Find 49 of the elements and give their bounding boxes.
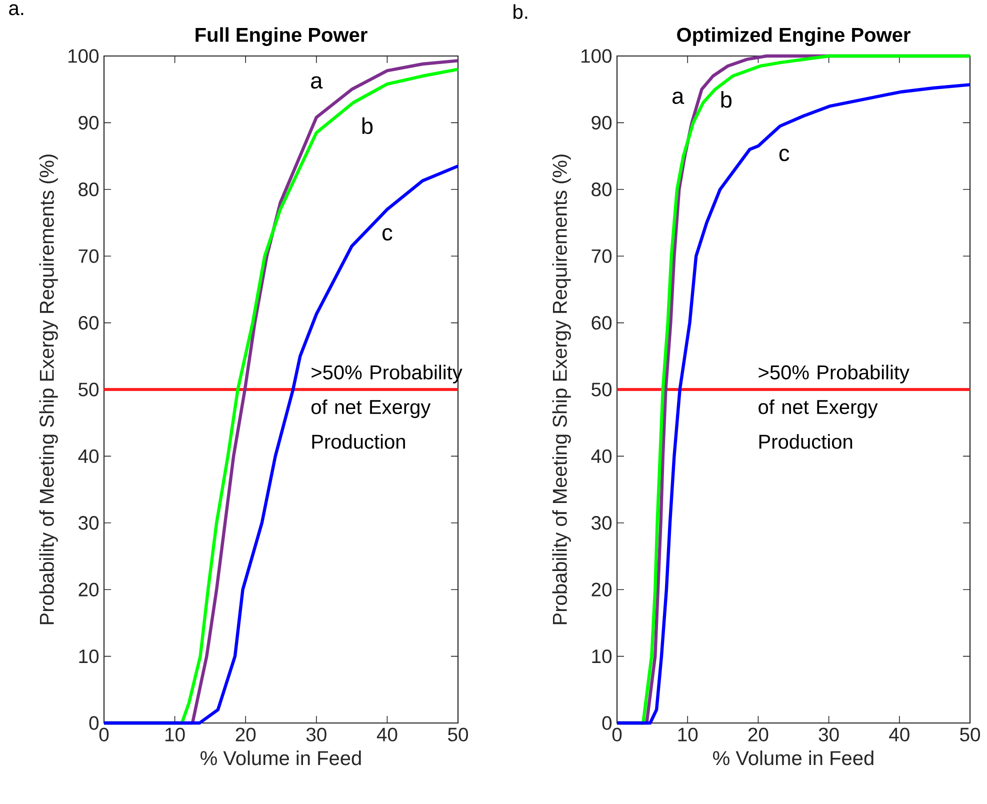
y-tick-label: 40 bbox=[78, 449, 99, 464]
series-label: c bbox=[382, 228, 392, 241]
x-tick-label: 10 bbox=[166, 728, 185, 742]
y-tick-label: 60 bbox=[592, 316, 612, 330]
x-tick-label: 30 bbox=[306, 728, 326, 742]
y-tick-label: 30 bbox=[78, 516, 99, 530]
series-label: a bbox=[672, 92, 684, 104]
y-tick-label: 100 bbox=[582, 49, 612, 63]
y-tick-label: 70 bbox=[78, 249, 99, 263]
y-tick-label: 0 bbox=[602, 716, 612, 730]
x-tick-label: 40 bbox=[376, 728, 398, 742]
series-label: b bbox=[362, 117, 373, 134]
y-tick-label: 80 bbox=[78, 182, 99, 196]
y-tick-label: 100 bbox=[68, 49, 99, 63]
y-tick-label: 80 bbox=[592, 182, 612, 196]
y-tick-label: 10 bbox=[592, 649, 612, 664]
y-tick-label: 20 bbox=[592, 582, 612, 596]
y-tick-label: 50 bbox=[592, 382, 612, 396]
x-axis-title: % Volume in Feed bbox=[200, 750, 361, 766]
x-tick-label: 50 bbox=[448, 728, 468, 742]
y-tick-label: 20 bbox=[78, 582, 99, 596]
y-axis-title: Probability of Meeting Ship Exergy Requirements (%) bbox=[39, 154, 58, 624]
x-tick-label: 20 bbox=[236, 728, 256, 742]
y-tick-label: 30 bbox=[592, 516, 612, 530]
ref-line-label: >50% Probability of net Exergy Production bbox=[758, 364, 910, 449]
chart-title: Full Engine Power bbox=[196, 27, 368, 46]
x-axis-title: % Volume in Feed bbox=[713, 750, 874, 766]
x-tick-label: 0 bbox=[612, 728, 622, 742]
series-label: b bbox=[721, 91, 732, 108]
text: a. bbox=[9, 4, 24, 16]
x-tick-label: 10 bbox=[678, 728, 698, 742]
x-tick-label: 40 bbox=[889, 728, 910, 742]
text: b. bbox=[514, 4, 528, 19]
y-tick-label: 70 bbox=[592, 249, 612, 263]
y-tick-label: 50 bbox=[78, 382, 99, 396]
y-tick-label: 90 bbox=[592, 116, 612, 130]
y-axis-title: Probability of Meeting Ship Exergy Requirements (%) bbox=[552, 154, 571, 624]
x-tick-label: 20 bbox=[748, 728, 768, 742]
y-tick-label: 90 bbox=[78, 116, 99, 130]
y-tick-label: 40 bbox=[591, 449, 612, 464]
series-label: a bbox=[311, 76, 323, 89]
x-tick-label: 50 bbox=[960, 728, 980, 742]
chart-title: Optimized Engine Power bbox=[677, 27, 910, 46]
y-tick-label: 60 bbox=[78, 316, 99, 330]
x-tick-label: 0 bbox=[99, 728, 109, 742]
x-tick-label: 30 bbox=[818, 728, 839, 742]
y-tick-label: 10 bbox=[79, 649, 99, 664]
y-tick-label: 0 bbox=[89, 716, 99, 730]
series-label: c bbox=[779, 148, 790, 162]
